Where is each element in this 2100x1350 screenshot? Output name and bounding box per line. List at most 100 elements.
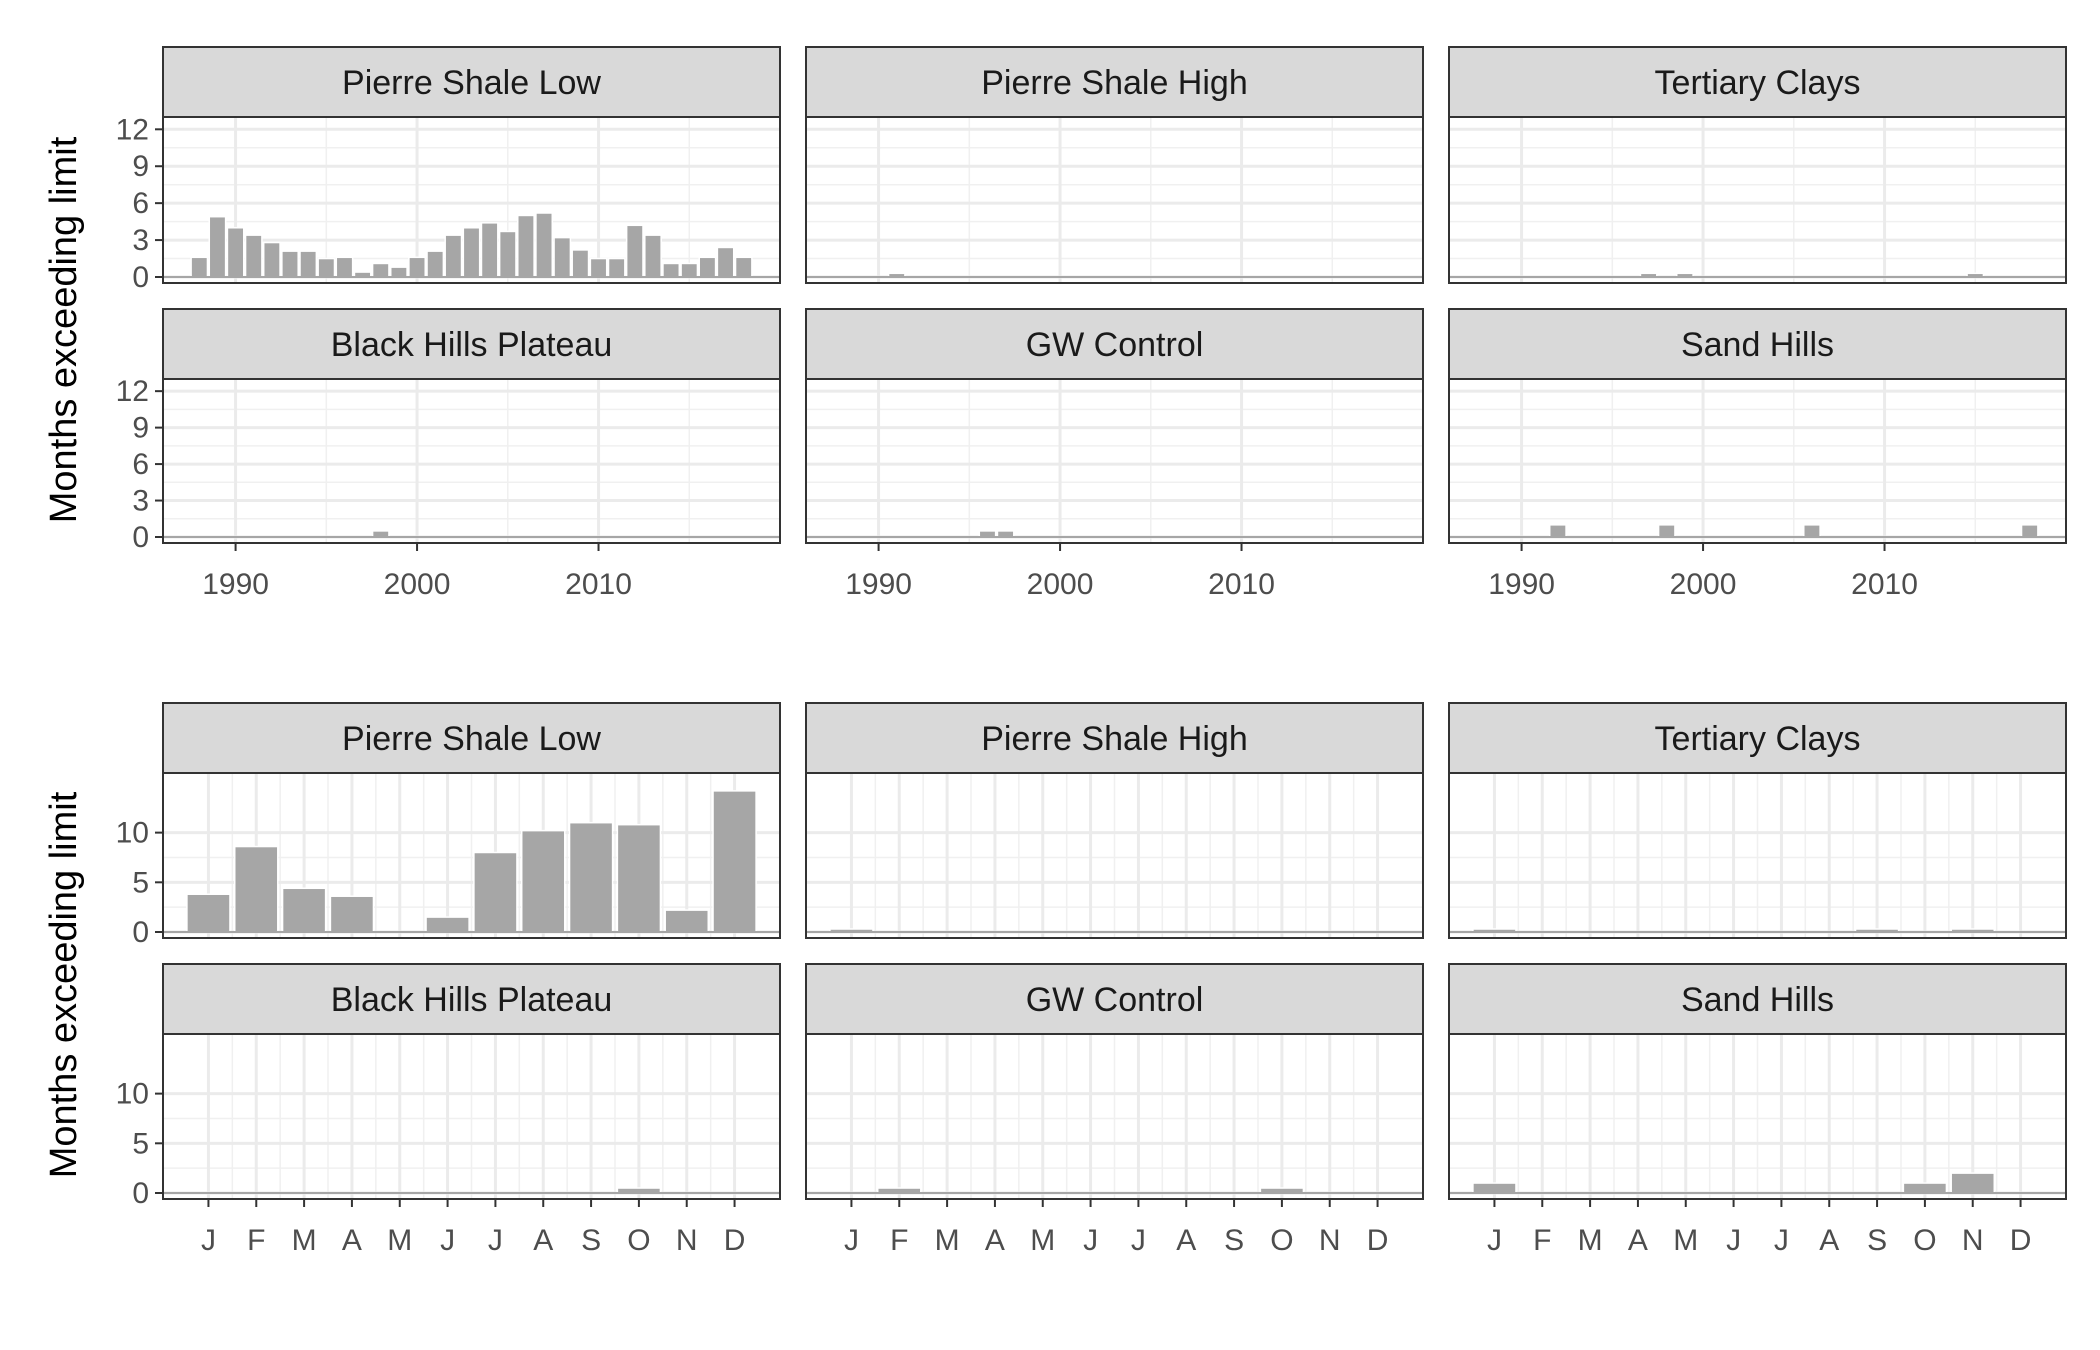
panel-border [162,378,781,544]
x-tick-label: J [1131,1224,1146,1257]
bar [662,262,681,278]
facet-strip [805,702,1424,774]
x-tick-label: F [1533,1224,1551,1257]
facet-panel: Sand Hills 1990 2000 2010 [1448,308,2067,601]
x-tick-label: S [1867,1224,1887,1257]
panel-border [805,116,1424,284]
bar [498,230,517,278]
bar [186,893,231,933]
x-tick-label: J [440,1224,455,1257]
bar [335,256,354,278]
panel-background [1449,379,2066,543]
bar [1902,1182,1948,1194]
x-tick-label: A [1176,1224,1196,1257]
bar [625,224,644,278]
bar [371,262,390,278]
x-tick-label: M [1030,1224,1055,1257]
bar [535,212,554,278]
chart-group-2: Months exceeding limit Pierre Shale Low 0 5… [43,702,2067,1257]
facet-title: Sand Hills [1681,326,1834,364]
x-tick-label: 1990 [845,568,912,601]
x-tick-label: J [488,1224,503,1257]
facet-strip [1448,308,2067,380]
x-tick-label: 2010 [1208,568,1275,601]
bar [716,246,735,278]
bar [299,250,318,278]
panel-border [1448,116,2067,284]
y-tick-label: 0 [132,261,149,294]
facet-strip [805,308,1424,380]
panel-border [805,1033,1424,1200]
x-tick-label: O [627,1224,650,1257]
x-tick-label: A [342,1224,362,1257]
bar [680,262,699,278]
x-tick-label: N [1962,1224,1984,1257]
bar [607,257,626,278]
x-tick-label: N [1319,1224,1341,1257]
x-tick-label: J [1774,1224,1789,1257]
bar [553,236,572,278]
bar [712,790,757,933]
bar [190,256,209,278]
x-tick-label: D [2010,1224,2032,1257]
x-tick-label: A [533,1224,553,1257]
bar [734,256,753,278]
bar [1950,1172,1996,1194]
bar [244,234,263,278]
x-tick-label: 2010 [565,568,632,601]
facet-panel: Pierre Shale Low 0 5 10 [116,702,781,949]
x-tick-label: A [1819,1224,1839,1257]
bar [262,241,281,278]
y-tick-label: 10 [116,1078,149,1111]
x-tick-label: M [1673,1224,1698,1257]
facet-title: GW Control [1026,981,1204,1019]
x-tick-label: J [201,1224,216,1257]
x-tick-label: J [844,1224,859,1257]
bar [473,851,518,933]
x-tick-label: 2010 [1851,568,1918,601]
x-tick-label: 2000 [1670,568,1737,601]
bar [571,249,590,278]
facet-panel: Pierre Shale Low 0 3 6 9 12 [116,46,781,294]
x-tick-label: F [247,1224,265,1257]
x-tick-label: S [1224,1224,1244,1257]
bar [281,887,327,933]
bar [208,215,227,278]
y-tick-label: 3 [132,485,149,518]
x-tick-label: D [724,1224,746,1257]
panel-border [1448,378,2067,544]
bar [444,234,463,278]
bar [568,821,614,933]
bar [1803,524,1821,538]
y-tick-label: 3 [132,224,149,257]
x-tick-label: N [676,1224,698,1257]
y-axis-title: Months exceeding limit [43,136,85,523]
x-tick-label: S [581,1224,601,1257]
x-tick-label: 2000 [384,568,451,601]
facet-strip [162,702,781,774]
bar [233,845,279,933]
bar [698,256,717,278]
bar [226,227,245,278]
bar [2020,524,2039,538]
facet-panel: Pierre Shale High [805,702,1424,939]
bar [616,823,662,933]
panel-border [162,772,781,939]
x-tick-label: M [387,1224,412,1257]
facet-panel: GW Control 1990 2000 2010 [805,308,1424,601]
bar [520,829,566,933]
bar [281,250,299,278]
facet-strip [162,963,781,1035]
x-tick-label: A [1628,1224,1648,1257]
facet-panel: Tertiary Clays [1448,46,2067,284]
facet-strip [1448,46,2067,118]
panel-border [162,116,781,284]
bar [329,895,375,933]
facet-strip [805,46,1424,118]
facet-panel: Pierre Shale High [805,46,1424,284]
panel-border [805,772,1424,939]
facet-strip [162,46,781,118]
